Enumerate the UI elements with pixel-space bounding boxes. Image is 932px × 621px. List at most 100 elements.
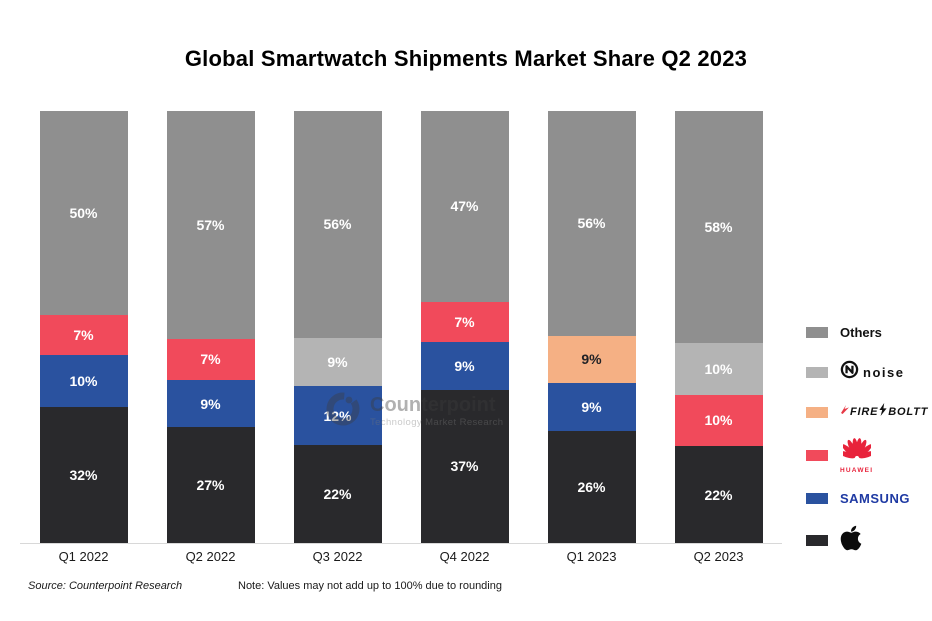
segment-value-label: 56% [323,216,352,233]
segment-value-label: 10% [704,412,733,429]
x-axis-label: Q3 2022 [312,549,363,564]
stacked-bar: 22% 10% 10% 58% [674,111,763,543]
segment-value-label: 56% [577,215,606,232]
segment-value-label: 7% [200,351,221,368]
legend: Others noise [806,312,932,562]
stacked-bar: 37% 9% 7% 47% [420,111,509,543]
bar-segment-samsung: 9% [547,383,636,432]
fireboltt-flame-icon [840,403,849,421]
bar-segment-huawei: 7% [166,339,255,380]
huawei-logo: HUAWEI [837,437,876,474]
segment-value-label: 9% [581,351,602,368]
plot-area: 32% 10% 7% 50% 27% 9% 7% 57% 22% 12% 9% 56% 37% 9% 7% 4… [20,110,782,544]
bar-column: 27% 9% 7% 57% [147,111,274,543]
bar-segment-samsung: 12% [293,385,382,446]
x-axis-label: Q1 2022 [58,549,109,564]
stacked-bar: 26% 9% 9% 56% [547,110,636,543]
segment-value-label: 26% [577,479,606,496]
legend-item-apple [806,518,932,562]
legend-swatch-others [806,326,828,338]
huawei-logo-text: HUAWEI [840,466,874,474]
segment-value-label: 7% [454,313,475,330]
legend-swatch-noise [806,366,828,378]
bar-segment-huawei: 10% [674,394,763,447]
bar-segment-others: 50% [39,111,128,315]
legend-item-fireboltt: FIRE BOLTT [806,392,932,432]
segment-value-label: 9% [327,353,348,370]
bar-segment-samsung: 10% [39,355,128,408]
bar-segment-apple: 32% [39,407,128,543]
fireboltt-logo: FIRE BOLTT [840,403,928,421]
segment-value-label: 9% [200,395,221,412]
segment-value-label: 7% [73,327,94,344]
apple-logo-icon [840,524,862,557]
x-axis-label: Q1 2023 [566,549,617,564]
segment-value-label: 9% [454,357,475,374]
bar-column: 22% 10% 10% 58% [655,111,782,543]
bar-column: 37% 9% 7% 47% [401,111,528,543]
legend-label-others: Others [840,324,882,340]
segment-value-label: 10% [704,360,733,377]
x-axis-label: Q2 2022 [185,549,236,564]
bar-segment-samsung: 9% [166,379,255,428]
bar-column: 26% 9% 9% 56% [528,110,655,543]
segment-value-label: 32% [69,467,98,484]
segment-value-label: 50% [69,204,98,221]
noise-logo-text: noise [863,364,905,380]
legend-swatch-samsung [806,492,828,504]
bar-segment-apple: 27% [166,427,255,543]
bar-segment-noise: 10% [674,343,763,395]
legend-swatch-fireboltt [806,406,828,418]
bar-column: 32% 10% 7% 50% [20,111,147,543]
stacked-bar: 32% 10% 7% 50% [39,111,128,543]
segment-value-label: 58% [704,219,733,236]
legend-swatch-huawei [806,449,828,461]
bar-segment-apple: 37% [420,389,509,543]
bar-segment-noise: 9% [293,337,382,386]
x-axis-labels: Q1 2022 Q2 2022 Q3 2022 Q4 2022 Q1 2023 Q2 20… [20,549,782,564]
bar-segment-samsung: 9% [420,342,509,390]
stacked-bar: 27% 9% 7% 57% [166,111,255,543]
bar-segment-fireboltt: 9% [547,335,636,384]
noise-logo: noise [840,360,904,384]
legend-item-huawei: HUAWEI [806,432,932,478]
bar-segment-huawei: 7% [420,301,509,343]
legend-swatch-apple [806,534,828,546]
x-axis-label: Q2 2023 [693,549,744,564]
segment-value-label: 9% [581,399,602,416]
chart-title: Global Smartwatch Shipments Market Share… [184,46,748,71]
segment-value-label: 12% [323,407,352,424]
segment-value-label: 22% [323,486,352,503]
bar-segment-apple: 22% [293,445,382,543]
segment-value-label: 57% [196,217,225,234]
segment-value-label: 22% [704,486,733,503]
bar-segment-huawei: 7% [39,314,128,356]
fireboltt-bolt-icon [879,403,887,421]
segment-value-label: 27% [196,477,225,494]
bars: 32% 10% 7% 50% 27% 9% 7% 57% 22% 12% 9% 56% 37% 9% 7% 4… [20,110,782,543]
noise-circle-n-icon [840,360,859,384]
bar-segment-others: 56% [547,110,636,336]
bar-segment-apple: 26% [547,431,636,543]
fireboltt-logo-text-left: FIRE [850,406,879,418]
segment-value-label: 10% [69,373,98,390]
source-text: Source: Counterpoint Research [28,580,183,592]
bar-segment-others: 57% [166,111,255,340]
legend-item-noise: noise [806,352,932,392]
bar-segment-others: 56% [293,110,382,338]
bar-column: 22% 12% 9% 56% [274,110,401,543]
segment-value-label: 37% [450,458,479,475]
bar-segment-apple: 22% [674,446,763,543]
bar-segment-others: 47% [420,111,509,302]
stacked-bar: 22% 12% 9% 56% [293,110,382,543]
huawei-petals-icon [837,437,876,466]
samsung-logo-text: SAMSUNG [840,490,910,506]
x-axis-label: Q4 2022 [439,549,490,564]
legend-item-samsung: SAMSUNG [806,478,932,518]
fireboltt-logo-text-right: BOLTT [888,406,929,418]
bar-segment-others: 58% [674,111,763,344]
legend-item-others: Others [806,312,932,352]
segment-value-label: 47% [450,198,479,215]
note-text: Note: Values may not add up to 100% due … [238,580,502,592]
